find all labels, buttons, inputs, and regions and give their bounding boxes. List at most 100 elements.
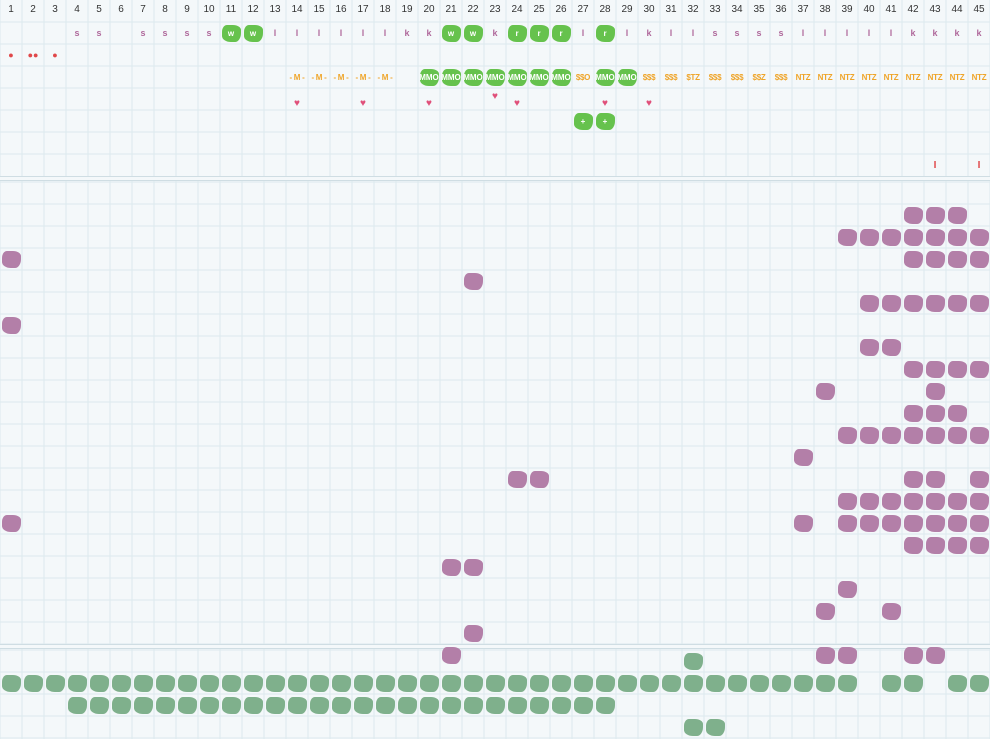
- purple-event-block[interactable]: [902, 226, 924, 248]
- purple-event-block[interactable]: [924, 534, 946, 556]
- purple-event-block[interactable]: [924, 512, 946, 534]
- teal-event-block[interactable]: [66, 672, 88, 694]
- purple-event-block[interactable]: [968, 424, 990, 446]
- green-event-block[interactable]: MMO: [484, 66, 506, 88]
- purple-event-block[interactable]: [814, 380, 836, 402]
- teal-event-block[interactable]: [572, 672, 594, 694]
- purple-event-block[interactable]: [880, 226, 902, 248]
- purple-event-block[interactable]: [506, 468, 528, 490]
- teal-event-block[interactable]: [770, 672, 792, 694]
- purple-event-block[interactable]: [462, 556, 484, 578]
- purple-event-block[interactable]: [968, 512, 990, 534]
- purple-event-block[interactable]: [858, 226, 880, 248]
- purple-event-block[interactable]: [902, 204, 924, 226]
- green-event-block[interactable]: +: [594, 110, 616, 132]
- purple-event-block[interactable]: [0, 314, 22, 336]
- teal-event-block[interactable]: [396, 694, 418, 716]
- teal-event-block[interactable]: [352, 672, 374, 694]
- teal-event-block[interactable]: [484, 694, 506, 716]
- teal-event-block[interactable]: [22, 672, 44, 694]
- green-event-block[interactable]: MMO: [550, 66, 572, 88]
- purple-event-block[interactable]: [440, 644, 462, 666]
- purple-event-block[interactable]: [836, 644, 858, 666]
- teal-event-block[interactable]: [572, 694, 594, 716]
- green-event-block[interactable]: r: [528, 22, 550, 44]
- purple-event-block[interactable]: [946, 292, 968, 314]
- teal-event-block[interactable]: [550, 694, 572, 716]
- teal-event-block[interactable]: [242, 694, 264, 716]
- purple-event-block[interactable]: [924, 248, 946, 270]
- purple-event-block[interactable]: [858, 512, 880, 534]
- teal-event-block[interactable]: [242, 672, 264, 694]
- purple-event-block[interactable]: [880, 512, 902, 534]
- teal-event-block[interactable]: [880, 672, 902, 694]
- teal-event-block[interactable]: [352, 694, 374, 716]
- purple-event-block[interactable]: [880, 424, 902, 446]
- teal-event-block[interactable]: [946, 672, 968, 694]
- teal-event-block[interactable]: [484, 672, 506, 694]
- teal-event-block[interactable]: [660, 672, 682, 694]
- purple-event-block[interactable]: [902, 468, 924, 490]
- purple-event-block[interactable]: [924, 226, 946, 248]
- purple-event-block[interactable]: [462, 622, 484, 644]
- teal-event-block[interactable]: [44, 672, 66, 694]
- teal-event-block[interactable]: [836, 672, 858, 694]
- purple-event-block[interactable]: [902, 534, 924, 556]
- teal-event-block[interactable]: [506, 694, 528, 716]
- purple-event-block[interactable]: [836, 424, 858, 446]
- teal-event-block[interactable]: [506, 672, 528, 694]
- teal-event-block[interactable]: [110, 672, 132, 694]
- purple-event-block[interactable]: [836, 578, 858, 600]
- green-event-block[interactable]: MMO: [616, 66, 638, 88]
- teal-event-block[interactable]: [220, 672, 242, 694]
- teal-event-block[interactable]: [308, 694, 330, 716]
- teal-event-block[interactable]: [682, 672, 704, 694]
- teal-event-block[interactable]: [814, 672, 836, 694]
- green-event-block[interactable]: w: [440, 22, 462, 44]
- purple-event-block[interactable]: [836, 490, 858, 512]
- purple-event-block[interactable]: [924, 358, 946, 380]
- teal-event-block[interactable]: [374, 672, 396, 694]
- purple-event-block[interactable]: [946, 512, 968, 534]
- purple-event-block[interactable]: [902, 358, 924, 380]
- purple-event-block[interactable]: [836, 226, 858, 248]
- teal-event-block[interactable]: [550, 672, 572, 694]
- teal-event-block[interactable]: [198, 672, 220, 694]
- purple-event-block[interactable]: [858, 292, 880, 314]
- green-event-block[interactable]: w: [242, 22, 264, 44]
- green-event-block[interactable]: MMO: [594, 66, 616, 88]
- purple-event-block[interactable]: [462, 270, 484, 292]
- teal-event-block[interactable]: [704, 716, 726, 738]
- green-event-block[interactable]: MMO: [528, 66, 550, 88]
- teal-event-block[interactable]: [154, 672, 176, 694]
- teal-event-block[interactable]: [88, 672, 110, 694]
- purple-event-block[interactable]: [946, 424, 968, 446]
- green-event-block[interactable]: w: [220, 22, 242, 44]
- purple-event-block[interactable]: [946, 226, 968, 248]
- teal-event-block[interactable]: [704, 672, 726, 694]
- purple-event-block[interactable]: [858, 336, 880, 358]
- teal-event-block[interactable]: [154, 694, 176, 716]
- purple-event-block[interactable]: [902, 402, 924, 424]
- teal-event-block[interactable]: [792, 672, 814, 694]
- teal-event-block[interactable]: [748, 672, 770, 694]
- purple-event-block[interactable]: [924, 402, 946, 424]
- teal-event-block[interactable]: [418, 694, 440, 716]
- purple-event-block[interactable]: [902, 248, 924, 270]
- teal-event-block[interactable]: [220, 694, 242, 716]
- purple-event-block[interactable]: [968, 534, 990, 556]
- teal-event-block[interactable]: [638, 672, 660, 694]
- teal-event-block[interactable]: [528, 672, 550, 694]
- green-event-block[interactable]: +: [572, 110, 594, 132]
- purple-event-block[interactable]: [880, 490, 902, 512]
- teal-event-block[interactable]: [418, 672, 440, 694]
- green-event-block[interactable]: MMO: [418, 66, 440, 88]
- purple-event-block[interactable]: [924, 380, 946, 402]
- purple-event-block[interactable]: [924, 424, 946, 446]
- purple-event-block[interactable]: [924, 204, 946, 226]
- purple-event-block[interactable]: [946, 534, 968, 556]
- teal-event-block[interactable]: [374, 694, 396, 716]
- green-event-block[interactable]: MMO: [462, 66, 484, 88]
- purple-event-block[interactable]: [968, 468, 990, 490]
- purple-event-block[interactable]: [836, 512, 858, 534]
